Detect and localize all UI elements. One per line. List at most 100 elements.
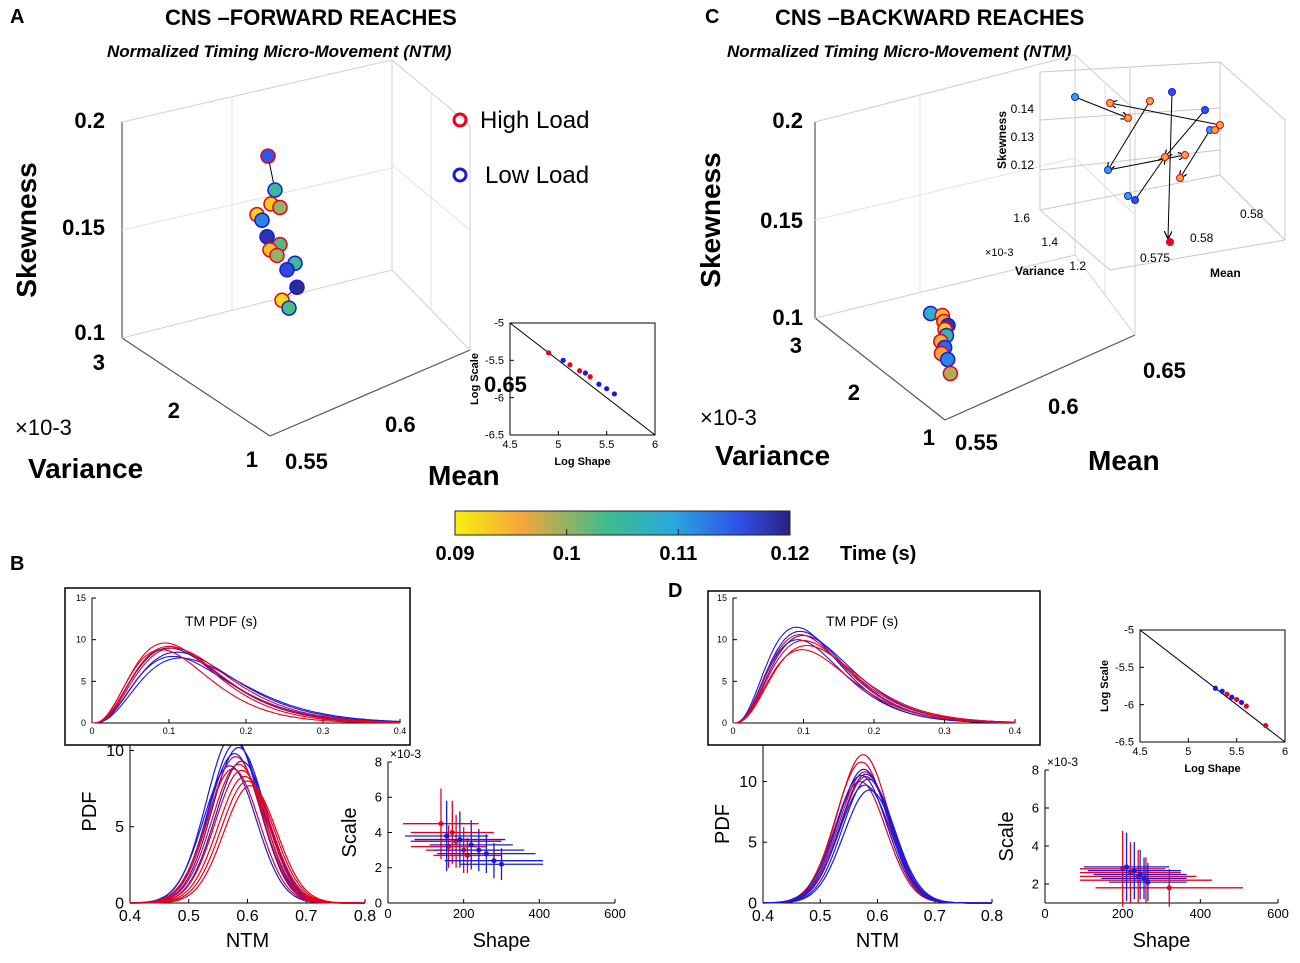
log-inset-y-tick-label: -6.5 [1115, 737, 1134, 749]
scale-y-label: Scale [339, 807, 361, 857]
inset-data-point [1124, 114, 1132, 122]
z-tick-label: 0.15 [62, 215, 105, 240]
tm-pdf-curve-low [92, 657, 401, 724]
data-point [289, 279, 305, 295]
tm-pdf-x-tick-label: 0.3 [938, 726, 951, 736]
tm-pdf-x-tick-label: 0 [89, 726, 94, 736]
colorbar-gradient [454, 510, 791, 536]
inset-data-point [1168, 88, 1176, 96]
pdf-y-tick-label: 0 [748, 895, 757, 912]
pdf-y-label: PDF [79, 792, 101, 832]
shape-scale-point [1131, 868, 1137, 874]
legend-marker-high-load [452, 112, 468, 128]
mean-tick-label: 0.55 [285, 449, 328, 474]
shape-scale-x-tick-label: 0 [1041, 906, 1048, 921]
inset-variance-tick: 1.4 [1041, 235, 1058, 249]
pdf-curve-high [130, 785, 365, 904]
inset-data-point [1146, 97, 1154, 105]
log-inset-y-tick-label: -6 [1124, 699, 1134, 711]
inset-mean-tick: 0.58 [1240, 207, 1264, 221]
variance-multiplier: ×10-3 [700, 405, 757, 430]
pdf-x-tick-label: 0.4 [119, 908, 141, 925]
shape-scale-x-tick-label: 400 [528, 906, 550, 921]
shape-scale-y-tick-label: 4 [375, 825, 382, 840]
tm-pdf-y-tick-label: 5 [81, 676, 86, 686]
pdf-x-tick-label: 0.8 [981, 908, 1003, 925]
mean-axis-line [269, 349, 471, 437]
pdf-curve-high [763, 771, 992, 904]
log-point [587, 374, 593, 380]
log-inset-x-tick-label: 4.5 [1132, 746, 1147, 758]
variance-axis-label: Variance [28, 453, 143, 484]
inset-arrow [1110, 103, 1221, 126]
shape-scale-point [1141, 875, 1147, 881]
panel-letter-b: B [10, 553, 25, 575]
shape-scale-point [457, 837, 463, 843]
pdf-curve-high [129, 755, 365, 904]
panel-letter-d: D [668, 580, 683, 602]
data-point [281, 300, 297, 316]
log-point [1224, 691, 1230, 697]
pdf-x-tick-label: 0.7 [295, 908, 317, 925]
shape-scale-point [499, 861, 504, 867]
colorbar-tick-label: 0.09 [436, 543, 475, 565]
colorbar-tick-label: 0.11 [659, 543, 697, 565]
pdf-curve-low [130, 752, 365, 904]
chart-title-c: CNS –BACKWARD REACHES [775, 5, 1085, 30]
inset-mean-tick: 0.58 [1190, 231, 1214, 245]
legend-marker-low-load [452, 167, 468, 183]
inset-z-tick: 0.13 [1011, 130, 1035, 144]
inset-floor-right [1219, 174, 1286, 241]
tm-pdf-y-tick-label: 5 [722, 676, 727, 686]
shape-scale-x-tick-label: 200 [453, 906, 475, 921]
data-point [269, 247, 285, 264]
log-point [611, 391, 618, 397]
log-inset-x-tick-label: 6 [652, 439, 658, 451]
variance-tick-label: 3 [790, 333, 802, 358]
pdf-curve-high [130, 780, 365, 904]
shape-scale-point [1124, 864, 1130, 870]
inset-variance-tick: 1.6 [1013, 211, 1030, 225]
pdf-y-tick-label: 0 [115, 895, 124, 912]
log-inset-x-tick-label: 5 [555, 439, 561, 451]
pdf-curve-high [130, 769, 365, 904]
shape-scale-point [476, 847, 482, 853]
pdf-y-tick-label: 5 [748, 835, 757, 852]
shape-scale-point [1145, 879, 1151, 885]
pdf-x-tick-label: 0.6 [866, 908, 888, 925]
tm-pdf-x-tick-label: 0.1 [163, 726, 176, 736]
colorbar-tick-label: 0.1 [553, 543, 581, 565]
data-point [254, 212, 270, 228]
variance-multiplier: ×10-3 [15, 415, 72, 440]
shape-scale-x-tick-label: 600 [604, 906, 626, 921]
inset-arrow [1074, 96, 1128, 118]
inset-arrow [1108, 100, 1151, 170]
pdf-x-tick-label: 0.5 [178, 908, 200, 925]
log-x-label: Log Shape [554, 456, 610, 468]
inset-mean-tick: 0.575 [1140, 251, 1170, 265]
tm-pdf-x-tick-label: 0.2 [240, 726, 253, 736]
shape-scale-x-tick-label: 0 [384, 906, 391, 921]
log-point [1263, 722, 1269, 729]
inset-z-label: Skewness [995, 111, 1009, 169]
shape-scale-point [444, 833, 450, 839]
inset-data-point [1176, 174, 1184, 182]
pdf-y-label: PDF [712, 804, 734, 844]
shape-scale-point [1137, 872, 1143, 877]
inset-data-point [1161, 153, 1169, 161]
inset-z-tick: 0.12 [1011, 158, 1035, 172]
shape-scale-x-tick-label: 600 [1267, 906, 1289, 921]
inset-right-top [1219, 61, 1286, 121]
shape-scale-y-tick-label: 6 [1032, 800, 1039, 815]
back-floor-edge [121, 269, 393, 339]
shape-scale-point [1166, 885, 1172, 891]
shape-scale-point [438, 821, 444, 827]
pdf-x-label: NTM [856, 930, 899, 952]
log-inset-y-tick-label: -6.5 [485, 430, 504, 442]
log-inset-y-tick-label: -5 [494, 318, 504, 330]
shape-scale-point [483, 851, 489, 857]
pdf-x-tick-label: 0.8 [354, 908, 376, 925]
shape-scale-y-tick-label: 2 [1032, 876, 1039, 891]
panel-a-3d-scatter: 0.2 0.15 0.1 3 2 1 0.65 0.6 0.55 Skewness Variance… [11, 59, 589, 491]
